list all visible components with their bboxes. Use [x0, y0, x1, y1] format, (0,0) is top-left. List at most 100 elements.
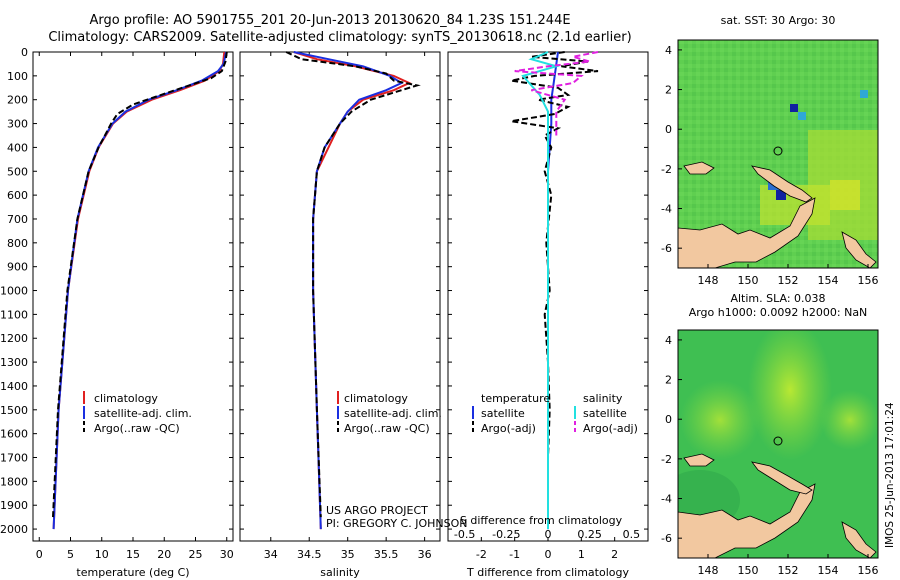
depth-tick-label: 1400 [0, 380, 28, 393]
depth-axis: 0 100 200 300 400 500 600 700 800 900 1000 1100 1200… [0, 46, 648, 536]
x-top-tick-label: 0.5 [623, 528, 641, 541]
series-line-s-satellite [521, 51, 560, 530]
depth-tick-label: 700 [7, 213, 28, 226]
series-line-climatology [293, 51, 412, 530]
x-tick-label: 36 [418, 548, 432, 561]
map-y-tick-label: 4 [665, 44, 672, 57]
x-top-tick-label: 0 [545, 528, 552, 541]
series-line-climatology [52, 51, 226, 530]
map-y-tick-label: 4 [665, 334, 672, 347]
temperature-plot: 0 5 10 15 20 25 30 [36, 51, 234, 561]
map-x-tick-label: 152 [778, 564, 799, 577]
salinity-xlabel: salinity [320, 566, 360, 579]
difference-legend: temperature salinity satellite Argo(-adj… [472, 392, 638, 435]
legend-climatology: climatology [344, 392, 408, 405]
legend-s-satellite: satellite [583, 407, 627, 420]
x-tick-label: 10 [95, 548, 109, 561]
depth-tick-label: 2000 [0, 523, 28, 536]
legend-title-temperature: temperature [481, 392, 550, 405]
temperature-panel [32, 51, 234, 542]
map-x-tick-label: 148 [698, 274, 719, 287]
sla-map-title-2: Argo h1000: 0.0092 h2000: NaN [689, 306, 868, 319]
depth-tick-label: 1500 [0, 404, 28, 417]
x-tick-label: 2 [611, 548, 618, 561]
x-tick-label: 35.5 [374, 548, 399, 561]
legend-climatology: climatology [94, 392, 158, 405]
sla-map-axes: 148 150 152 154 156 4 2 0 -2 -4 -6 [661, 334, 878, 577]
legend-satellite: satellite-adj. clim. [344, 407, 442, 420]
series-line-t-argo-adj- [511, 51, 599, 506]
legend-s-argo: Argo(-adj) [583, 422, 638, 435]
map-y-tick-label: 2 [665, 374, 672, 387]
depth-tick-label: 600 [7, 189, 28, 202]
map-x-tick-label: 156 [858, 564, 879, 577]
map-y-tick-label: -4 [661, 493, 672, 506]
depth-tick-label: 800 [7, 237, 28, 250]
title-line-1: Argo profile: AO 5901755_201 20-Jun-2013… [89, 13, 570, 28]
legend-satellite: satellite-adj. clim. [94, 407, 192, 420]
depth-tick-label: 200 [7, 94, 28, 107]
sst-map-axes: 148 150 152 154 156 4 2 0 -2 -4 -6 [661, 44, 878, 287]
map-y-tick-label: -2 [661, 163, 672, 176]
depth-tick-label: 500 [7, 165, 28, 178]
x-tick-label: 25 [189, 548, 203, 561]
map-y-tick-label: 2 [665, 84, 672, 97]
series-line-satellite-adj-clim- [52, 51, 228, 530]
map-y-tick-label: -6 [661, 532, 672, 545]
x-tick-label: 30 [220, 548, 234, 561]
imos-credit: IMOS 25-Jun-2013 17:01:24 [884, 402, 896, 548]
series-line-argo-raw-qc- [52, 51, 228, 518]
map-x-tick-label: 154 [818, 564, 839, 577]
title-line-2: Climatology: CARS2009. Satellite-adjuste… [48, 30, 631, 45]
x-tick-label: 34 [264, 548, 278, 561]
map-y-tick-label: -6 [661, 242, 672, 255]
depth-tick-label: 900 [7, 261, 28, 274]
x-tick-label: 5 [67, 548, 74, 561]
map-y-tick-label: 0 [665, 123, 672, 136]
x-tick-label: 35 [341, 548, 355, 561]
series-line-s-argo-adj- [514, 51, 599, 136]
pi-credit: PI: GREGORY C. JOHNSON [326, 517, 467, 530]
x-tick-label: -2 [476, 548, 487, 561]
map-x-tick-label: 150 [738, 564, 759, 577]
map-x-tick-label: 150 [738, 274, 759, 287]
map-y-tick-label: 0 [665, 413, 672, 426]
s-difference-xlabel: S difference from climatology [460, 514, 623, 527]
sla-map-title-1: Altim. SLA: 0.038 [730, 292, 825, 305]
difference-plot: -2 -1 0 1 2 -0.5 -0.25 0 0.25 0.5 [454, 51, 641, 561]
depth-tick-label: 1100 [0, 308, 28, 321]
x-tick-label: 1 [578, 548, 585, 561]
x-top-tick-label: -0.5 [454, 528, 475, 541]
depth-tick-label: 400 [7, 141, 28, 154]
x-tick-label: 15 [126, 548, 140, 561]
map-y-tick-label: -4 [661, 203, 672, 216]
project-credit: US ARGO PROJECT [326, 504, 428, 517]
legend-argo: Argo(..raw -QC) [94, 422, 180, 435]
x-tick-label: 34.5 [297, 548, 322, 561]
x-top-tick-label: 0.25 [577, 528, 602, 541]
depth-tick-label: 1700 [0, 452, 28, 465]
map-x-tick-label: 156 [858, 274, 879, 287]
series-line-satellite-adj-clim- [293, 51, 404, 530]
map-x-tick-label: 154 [818, 274, 839, 287]
map-x-tick-label: 148 [698, 564, 719, 577]
salinity-panel [239, 51, 441, 542]
argo-location-marker [773, 436, 783, 446]
temperature-legend: climatology satellite-adj. clim. Argo(..… [83, 391, 192, 435]
depth-tick-label: 1800 [0, 475, 28, 488]
sst-map-title: sat. SST: 30 Argo: 30 [721, 14, 836, 27]
salinity-plot: 34 34.5 35 35.5 36 [264, 51, 432, 561]
salinity-legend: climatology satellite-adj. clim. Argo(..… [337, 391, 442, 435]
t-difference-xlabel: T difference from climatology [466, 566, 629, 579]
x-top-tick-label: -0.25 [492, 528, 520, 541]
depth-tick-label: 300 [7, 118, 28, 131]
depth-tick-label: 1200 [0, 332, 28, 345]
sst-map [678, 40, 878, 268]
series-line-argo-raw-qc- [285, 51, 421, 518]
temperature-xlabel: temperature (deg C) [76, 566, 189, 579]
depth-tick-label: 1600 [0, 428, 28, 441]
x-tick-label: 0 [36, 548, 43, 561]
depth-tick-label: 1300 [0, 356, 28, 369]
depth-tick-label: 1900 [0, 499, 28, 512]
